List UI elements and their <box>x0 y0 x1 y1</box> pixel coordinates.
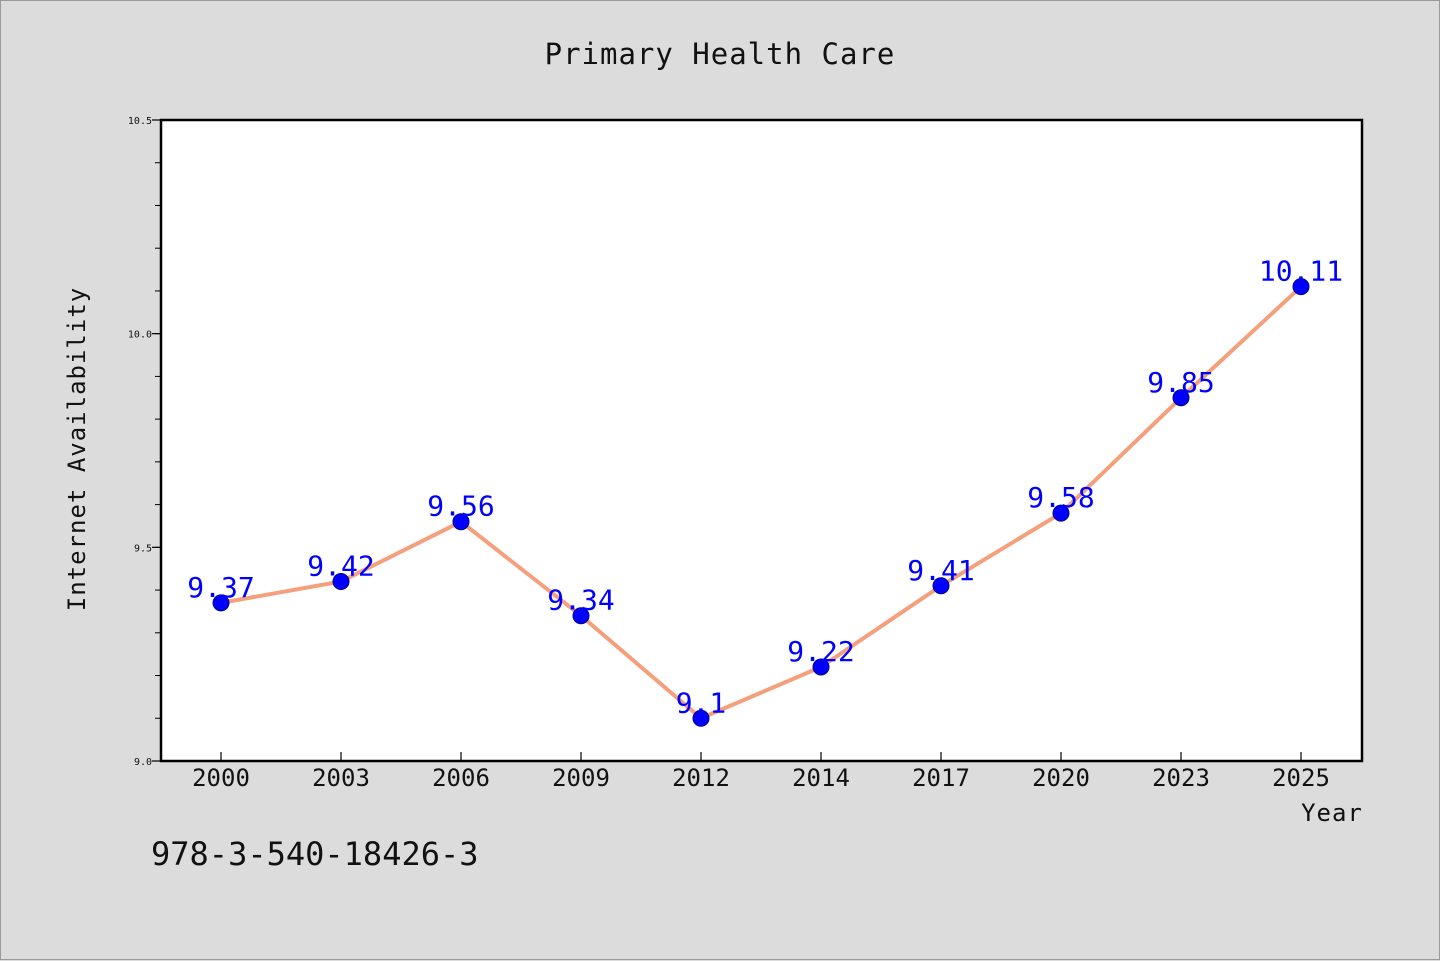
chart-title: Primary Health Care <box>545 37 896 71</box>
data-label: 9.22 <box>787 635 854 668</box>
data-point <box>1172 389 1190 407</box>
x-tick-label: 2006 <box>432 764 490 792</box>
data-point <box>692 709 710 727</box>
data-point <box>812 658 830 676</box>
y-tick-label: 9.0 <box>134 757 152 768</box>
data-label: 9.56 <box>427 490 494 523</box>
data-point <box>572 607 590 625</box>
x-axis-label: Year <box>1301 799 1363 827</box>
data-point <box>212 594 230 612</box>
x-tick-label: 2000 <box>192 764 250 792</box>
data-label: 9.85 <box>1147 366 1214 399</box>
series-line <box>220 285 1303 721</box>
data-point <box>1052 504 1070 522</box>
data-label: 9.37 <box>187 571 254 604</box>
data-label: 9.34 <box>547 584 614 617</box>
data-label: 9.1 <box>676 686 727 719</box>
y-axis-label: Internet Availability <box>63 287 91 611</box>
data-label: 9.41 <box>907 554 974 587</box>
y-axis: 9.0 9.5 10.0 10.5 <box>128 116 161 768</box>
x-tick-label: 2020 <box>1032 764 1090 792</box>
data-point <box>932 577 950 595</box>
data-point <box>1292 278 1310 296</box>
x-tick-label: 2017 <box>912 764 970 792</box>
x-tick-label: 2025 <box>1272 764 1330 792</box>
data-label: 10.11 <box>1259 255 1343 288</box>
y-tick-label: 10.0 <box>128 330 152 341</box>
x-tick-label: 2003 <box>312 764 370 792</box>
x-axis: 2000 2003 2006 2009 2012 2014 2017 2020 2023 2025 <box>192 752 1330 792</box>
x-tick-label: 2012 <box>672 764 730 792</box>
y-tick-label: 10.5 <box>128 116 152 127</box>
series-markers <box>212 278 1310 727</box>
data-point <box>332 573 350 591</box>
x-tick-label: 2014 <box>792 764 850 792</box>
x-tick-label: 2009 <box>552 764 610 792</box>
data-point <box>452 513 470 531</box>
plot-area <box>159 118 1364 763</box>
x-tick-label: 2023 <box>1152 764 1210 792</box>
data-label: 9.58 <box>1027 481 1094 514</box>
data-label: 9.42 <box>307 550 374 583</box>
data-labels: 9.37 9.42 9.56 9.34 9.1 9.22 9.41 9.58 9.85 10.11 <box>187 255 1343 720</box>
y-tick-label: 9.5 <box>134 543 152 554</box>
isbn-text: 978-3-540-18426-3 <box>151 835 479 873</box>
